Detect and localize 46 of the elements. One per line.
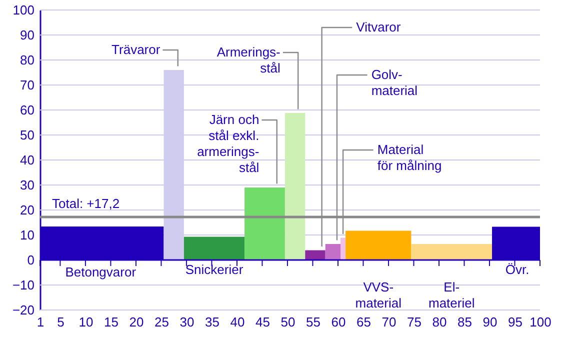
annotation: Armerings- stål	[216, 44, 281, 76]
x-tick-label: 1	[36, 314, 44, 330]
y-tick-label: 90	[20, 28, 34, 42]
annotation: Vitvaror	[356, 20, 402, 34]
y-tick-label: 100	[12, 2, 34, 18]
annotation: Trävaror	[112, 42, 161, 57]
y-tick-label: 30	[20, 178, 34, 192]
ref-line-label: Total: +17,2	[52, 196, 120, 211]
y-tick-label: 50	[20, 128, 34, 142]
x-tick-label: 100	[530, 314, 552, 330]
y-tick-label: 40	[20, 152, 34, 168]
x-tick-label: 15	[104, 314, 118, 330]
annotation: Material för målning	[377, 142, 442, 173]
y-tick-label: 80	[20, 52, 34, 68]
x-tick-label: 95	[508, 314, 522, 330]
x-tick-label: 50	[280, 314, 296, 330]
x-tick-label: 75	[407, 314, 422, 330]
x-tick-label: 30	[180, 314, 194, 330]
y-tick-label: 60	[20, 102, 34, 118]
x-tick-label: 45	[255, 314, 270, 330]
y-tick-label: 0	[27, 252, 34, 268]
annotation: Betongvaror	[65, 264, 137, 280]
x-tick-label: 55	[306, 314, 320, 330]
y-tick-label: 20	[20, 202, 34, 218]
x-tick-label: 90	[482, 314, 498, 330]
x-tick-label: 10	[78, 314, 94, 330]
x-tick-label: 85	[458, 314, 472, 330]
annotation: Golv- material	[371, 67, 418, 98]
annotation: Övr.	[505, 262, 530, 277]
annotation: VVS- material	[355, 280, 402, 310]
x-tick-label: 25	[154, 314, 169, 330]
x-tick-label: 80	[432, 314, 447, 330]
x-tick-label: 60	[331, 314, 346, 330]
y-tick-label: 10	[20, 228, 34, 242]
x-tick-label: 70	[382, 314, 396, 330]
annotation: El- materiel	[428, 280, 475, 310]
annotation: Järn och stål exkl. armerings- stål	[197, 112, 260, 175]
annotation: Snickerier	[185, 262, 244, 277]
y-tick-label: 70	[20, 78, 34, 92]
x-tick-label: 40	[230, 314, 245, 330]
x-tick-label: 20	[129, 314, 144, 330]
x-tick-label: 65	[356, 314, 371, 330]
y-tick-label: −20	[12, 302, 34, 318]
x-tick-label: 35	[204, 314, 220, 330]
y-tick-label: −10	[12, 278, 34, 292]
x-tick-label: 5	[57, 314, 64, 330]
